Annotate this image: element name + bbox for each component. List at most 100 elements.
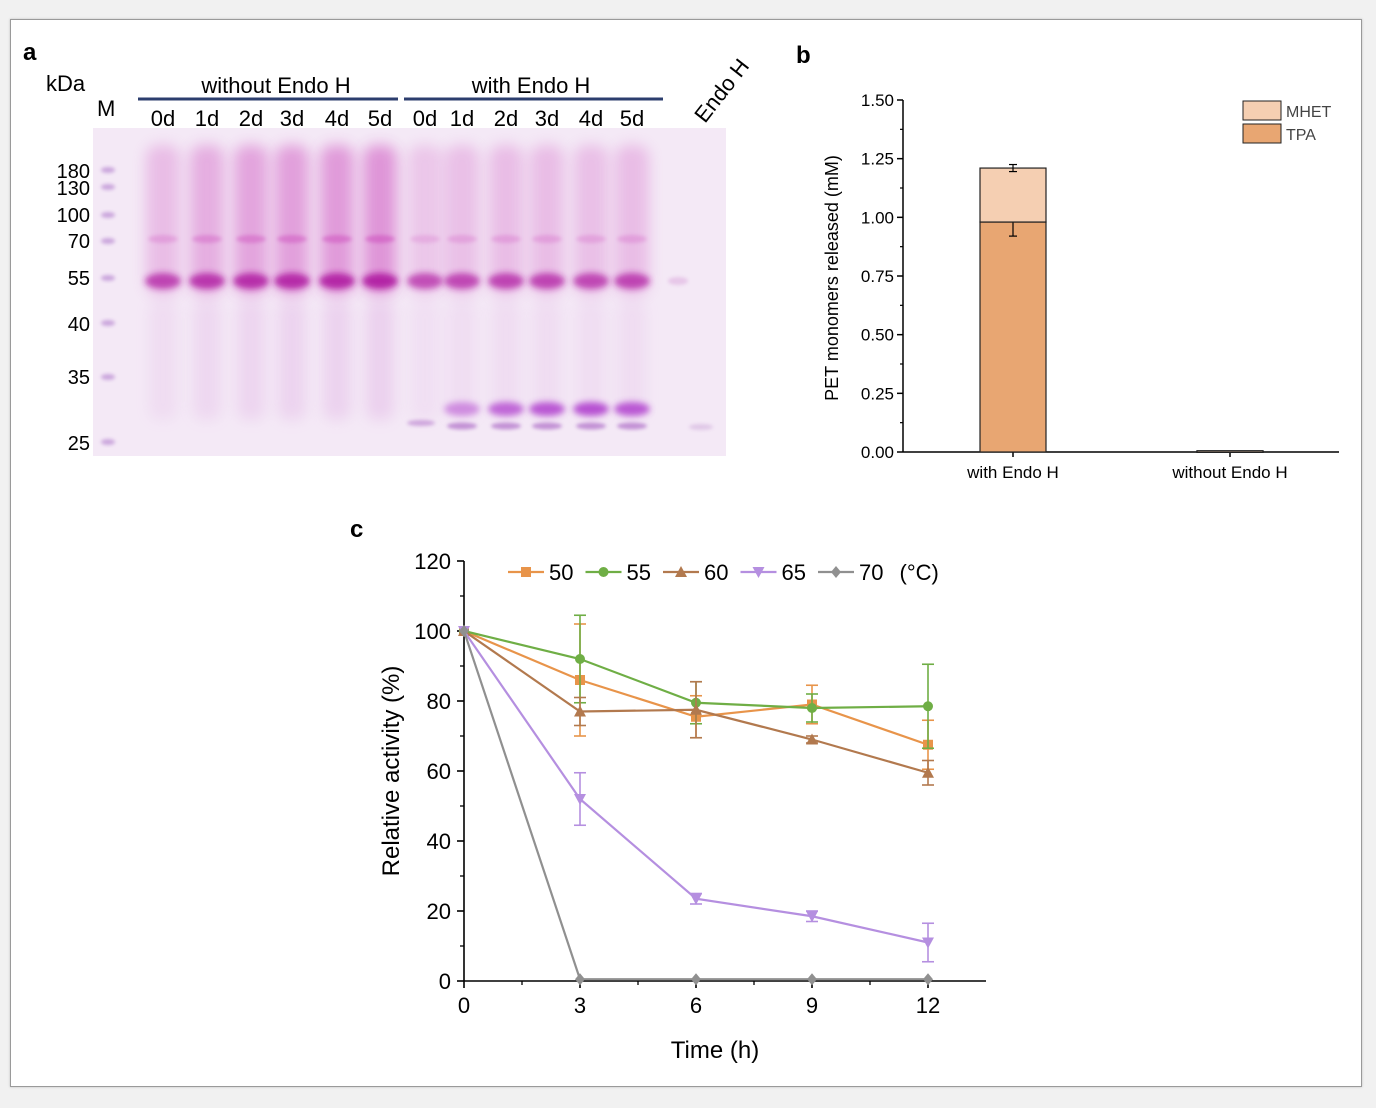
legend-label: MHET bbox=[1286, 104, 1332, 121]
marker-size-label: 55 bbox=[68, 268, 90, 290]
data-point bbox=[574, 794, 586, 805]
lane-label: 5d bbox=[368, 106, 392, 131]
endo-h-band-lower bbox=[617, 422, 647, 430]
band-55 bbox=[274, 273, 310, 289]
data-point bbox=[575, 973, 585, 986]
lane-label: 5d bbox=[620, 106, 644, 131]
data-point bbox=[690, 893, 702, 905]
legend-label: 70 bbox=[859, 560, 883, 585]
panel-b-label: b bbox=[796, 42, 811, 69]
band-55 bbox=[573, 273, 609, 289]
lane-smear bbox=[275, 145, 309, 295]
marker-band bbox=[101, 320, 115, 326]
marker-size-label: 35 bbox=[68, 367, 90, 389]
group-label-with-endo-h: with Endo H bbox=[471, 73, 591, 98]
endo-h-band-lower bbox=[407, 420, 435, 426]
data-point bbox=[807, 703, 817, 713]
band-70 bbox=[617, 235, 647, 243]
lane-smear bbox=[574, 145, 608, 295]
legend-marker bbox=[675, 566, 687, 577]
marker-size-label: 180 bbox=[57, 161, 90, 183]
chart-b: 0.00 0.25 0.50 0.75 1.00 1.25 1.50 PET monomers… bbox=[822, 91, 1339, 482]
lane-lower-smear bbox=[448, 300, 476, 420]
lane-smear bbox=[146, 145, 180, 295]
lane-smear bbox=[408, 145, 442, 295]
legend-marker bbox=[521, 567, 531, 577]
group-label-without-endo-h: without Endo H bbox=[200, 73, 350, 98]
y-tick-label: 0.50 bbox=[861, 326, 894, 345]
lane-smear bbox=[363, 145, 397, 295]
y-tick-label: 60 bbox=[427, 759, 451, 784]
marker-size-label: 40 bbox=[68, 314, 90, 336]
bar-tpa bbox=[979, 221, 1047, 453]
lane-smear bbox=[190, 145, 224, 295]
lane-label: 3d bbox=[535, 106, 559, 131]
legend-label: 60 bbox=[704, 560, 728, 585]
figure-canvas: a kDa M without Endo H with Endo H Endo … bbox=[23, 39, 1339, 1064]
lane-smear bbox=[234, 145, 268, 295]
endo-h-band bbox=[573, 402, 609, 416]
y-tick-label: 80 bbox=[427, 689, 451, 714]
panel-b: b 0.00 0.25 0.50 0.75 1.00 1.25 1.50 PET monome… bbox=[796, 42, 1339, 482]
marker-size-label: 100 bbox=[57, 205, 90, 227]
lane-label: 4d bbox=[325, 106, 349, 131]
legend-label: 50 bbox=[549, 560, 573, 585]
band-55 bbox=[362, 273, 398, 289]
marker-band bbox=[101, 167, 115, 173]
kda-label: kDa bbox=[46, 71, 86, 96]
band-70 bbox=[576, 235, 606, 243]
lane-labels: 0d 1d 2d 3d 4d 5d 0d 1d 2d 3d 4d 5d bbox=[151, 106, 644, 131]
x-tick-label: with Endo H bbox=[966, 463, 1059, 482]
data-point bbox=[690, 703, 702, 715]
endo-h-band-lower bbox=[491, 422, 521, 430]
band-55 bbox=[614, 273, 650, 289]
band-55 bbox=[189, 273, 225, 289]
marker-band bbox=[101, 212, 115, 218]
lane-label: 2d bbox=[494, 106, 518, 131]
lane-lower-smear bbox=[492, 300, 520, 420]
x-tick-label: 9 bbox=[806, 993, 818, 1018]
panel-c: c 0 20 40 60 80 100 120 0 3 6 9 12 Time (h) Relative … bbox=[350, 516, 986, 1064]
endo-h-band-lower bbox=[532, 422, 562, 430]
marker-lane-label: M bbox=[97, 96, 115, 121]
band-70 bbox=[491, 235, 521, 243]
legend: 50 55 60 65 70 (°C) bbox=[508, 560, 939, 585]
band-70 bbox=[148, 235, 178, 243]
band-70 bbox=[410, 235, 440, 243]
endo-h-band bbox=[614, 402, 650, 416]
data-point bbox=[922, 937, 934, 949]
lane-lower-smear bbox=[193, 300, 221, 420]
data-point bbox=[922, 766, 934, 778]
band-70 bbox=[277, 235, 307, 243]
band-70 bbox=[236, 235, 266, 243]
x-tick-label: 3 bbox=[574, 993, 586, 1018]
lane-lower-smear bbox=[366, 300, 394, 420]
lane-label: 0d bbox=[413, 106, 437, 131]
data-point bbox=[575, 654, 585, 664]
band-70 bbox=[447, 235, 477, 243]
lane-label: 0d bbox=[151, 106, 175, 131]
band-70 bbox=[322, 235, 352, 243]
lane-label: 1d bbox=[450, 106, 474, 131]
lane-lower-smear bbox=[577, 300, 605, 420]
endo-h-lane-label: Endo H bbox=[689, 54, 754, 127]
bar-mhet bbox=[979, 167, 1047, 223]
series-70 bbox=[459, 625, 933, 986]
band-55 bbox=[444, 273, 480, 289]
marker-band bbox=[101, 275, 115, 281]
endo-h-only-band bbox=[689, 424, 713, 430]
data-point bbox=[691, 973, 701, 986]
y-tick-label: 20 bbox=[427, 899, 451, 924]
y-tick-label: 0 bbox=[439, 969, 451, 994]
band-55 bbox=[319, 273, 355, 289]
y-tick-label: 0.25 bbox=[861, 384, 894, 403]
band-70 bbox=[532, 235, 562, 243]
lane-smear bbox=[530, 145, 564, 295]
y-tick-label: 40 bbox=[427, 829, 451, 854]
lane-label: 2d bbox=[239, 106, 263, 131]
legend-label: 55 bbox=[627, 560, 651, 585]
data-point bbox=[806, 733, 818, 745]
band-55 bbox=[145, 273, 181, 289]
y-tick-label: 120 bbox=[414, 549, 451, 574]
y-tick-label: 1.25 bbox=[861, 150, 894, 169]
